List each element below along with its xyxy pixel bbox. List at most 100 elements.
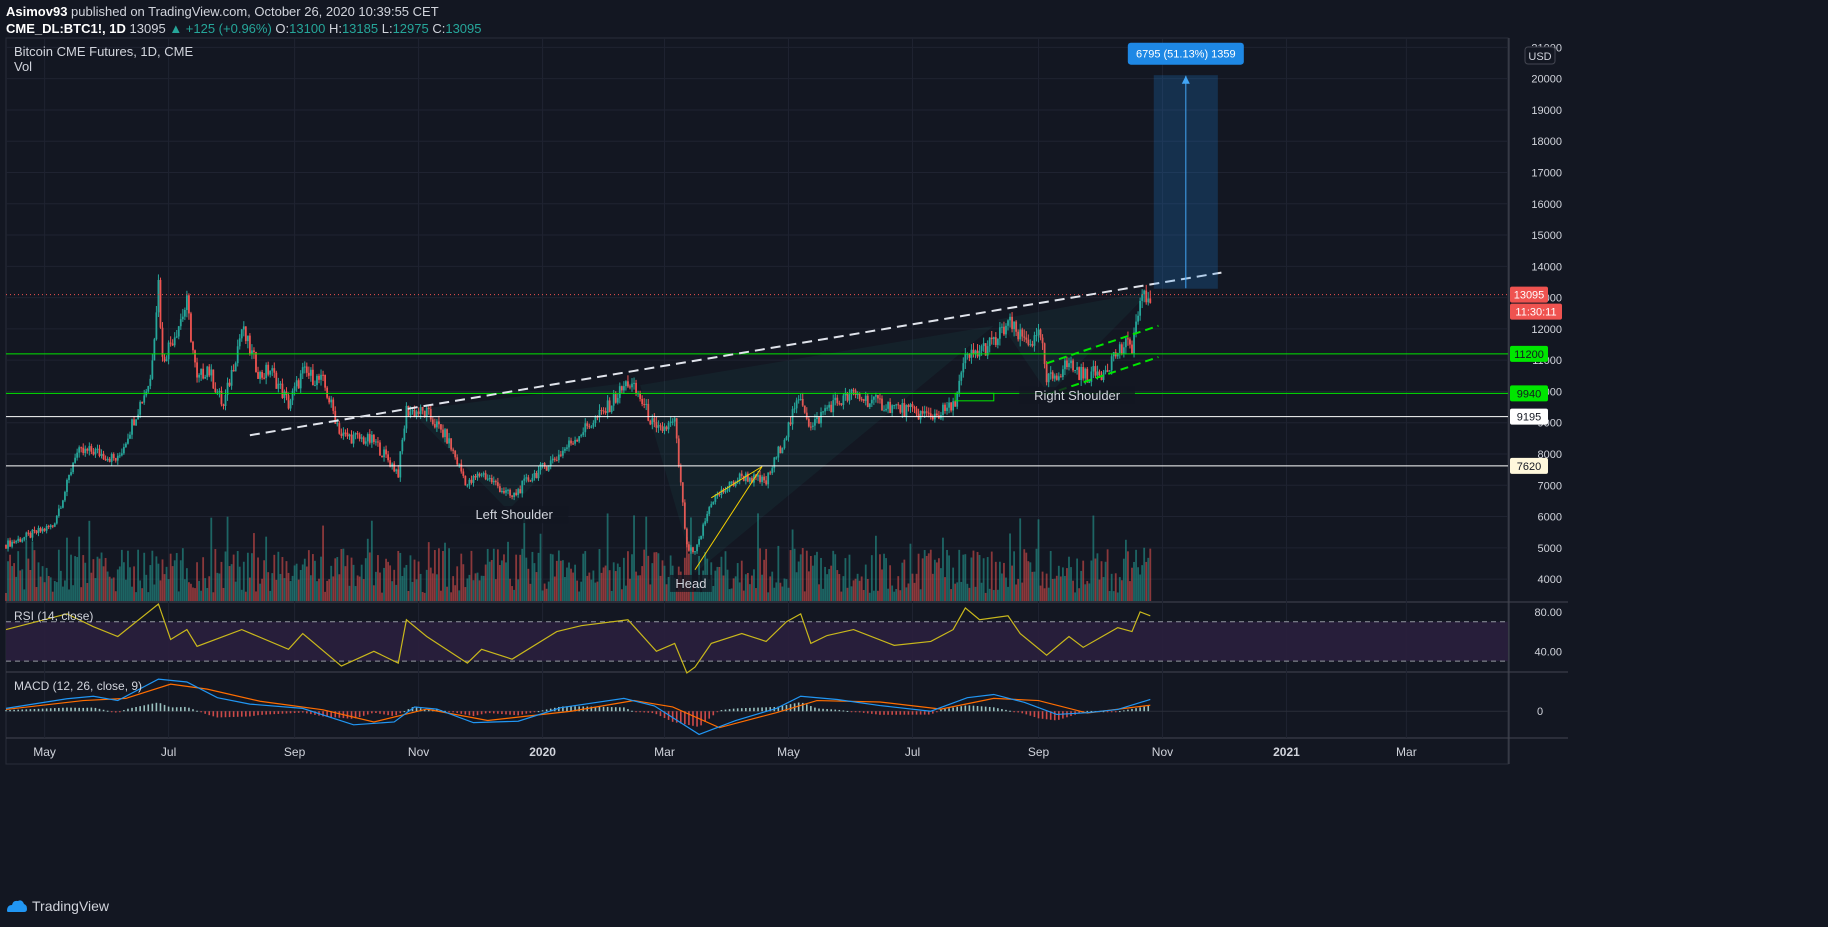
- macd-hist-bar: [590, 706, 593, 712]
- volume-bar: [1003, 562, 1005, 601]
- macd-hist-bar: [220, 711, 223, 718]
- macd-hist-bar: [1045, 711, 1048, 720]
- candle-body: [139, 402, 142, 415]
- candle-body: [708, 507, 711, 514]
- macd-hist-bar: [224, 711, 227, 718]
- volume-bar: [122, 562, 125, 601]
- candle-body: [175, 336, 178, 338]
- macd-hist-bar: [1135, 708, 1137, 712]
- macd-hist-bar: [240, 711, 243, 717]
- time-tick-label: Jul: [161, 745, 176, 759]
- volume-bar: [460, 553, 463, 601]
- candle-body: [1139, 300, 1142, 316]
- volume-bar: [1141, 565, 1144, 601]
- macd-hist-bar: [419, 708, 422, 712]
- candle-body: [848, 394, 851, 401]
- candle-body: [618, 386, 621, 398]
- volume-bar: [458, 590, 461, 601]
- candle-body: [248, 335, 251, 354]
- volume-bar: [1072, 580, 1074, 601]
- macd-hist-bar: [562, 706, 564, 712]
- volume-bar: [854, 578, 857, 601]
- macd-hist-bar: [196, 710, 198, 712]
- candle-body: [1015, 321, 1018, 332]
- volume-bar: [610, 590, 613, 601]
- volume-bar: [903, 559, 906, 601]
- candle-body: [1017, 331, 1020, 340]
- volume-bar: [448, 548, 450, 601]
- volume-bar: [259, 583, 261, 601]
- candle-body: [94, 449, 97, 455]
- volume-bar: [407, 590, 410, 601]
- volume-bar: [604, 565, 607, 601]
- volume-bar: [962, 554, 965, 601]
- volume-bar: [368, 552, 371, 601]
- macd-hist-bar: [53, 708, 56, 712]
- volume-bar: [11, 566, 13, 601]
- candle-body: [763, 476, 766, 481]
- candle-body: [372, 434, 375, 442]
- candle-body: [253, 350, 255, 353]
- candle-body: [795, 400, 798, 409]
- symbol-name[interactable]: CME_DL:BTC1!, 1D: [6, 21, 126, 36]
- candle-body: [541, 463, 544, 465]
- candle-body: [860, 399, 863, 401]
- volume-bar: [246, 552, 249, 601]
- macd-hist-bar: [289, 711, 292, 714]
- candle-body: [584, 423, 587, 433]
- volume-bar: [771, 571, 774, 601]
- candle-body: [570, 440, 572, 444]
- candle-body: [494, 480, 497, 483]
- macd-hist-bar: [761, 707, 763, 712]
- macd-line: [5, 678, 1151, 736]
- price-tick-label: 18000: [1531, 136, 1562, 148]
- volume-bar: [236, 551, 239, 601]
- volume-bar: [399, 552, 402, 601]
- candle-body: [206, 366, 209, 377]
- volume-bar: [1137, 567, 1139, 601]
- volume-bar: [545, 588, 548, 601]
- volume-bar: [783, 578, 786, 601]
- volume-bar: [842, 576, 845, 601]
- candle-body: [1039, 329, 1042, 338]
- volume-bar: [1045, 573, 1048, 601]
- macd-hist-bar: [679, 711, 682, 724]
- volume-bar: [1108, 591, 1111, 601]
- tradingview-brand[interactable]: TradingView: [6, 898, 109, 914]
- candle-body: [738, 473, 741, 481]
- currency-badge: [1524, 46, 1556, 65]
- volume-bar: [618, 567, 621, 601]
- macd-hist-bar: [736, 708, 739, 712]
- volume-bars: [5, 513, 1152, 601]
- candle-body: [82, 447, 85, 453]
- volume-bar: [255, 591, 257, 601]
- macd-hist-bar: [822, 708, 824, 712]
- macd-hist-bar: [984, 706, 987, 712]
- candle-body: [307, 372, 310, 376]
- candle-body: [667, 422, 670, 430]
- candle-body: [1007, 320, 1009, 326]
- volume-bar: [637, 575, 640, 601]
- volume-bar: [129, 567, 131, 601]
- volume-bar: [165, 566, 168, 601]
- candle-body: [39, 527, 42, 532]
- candle-body: [246, 335, 249, 342]
- macd-hist-bar: [273, 711, 276, 715]
- candle-body: [440, 424, 442, 430]
- volume-bar: [584, 551, 587, 601]
- macd-hist-bar: [269, 711, 272, 715]
- volume-bar: [840, 591, 843, 601]
- candle-body: [462, 471, 465, 476]
- volume-bar: [196, 562, 198, 601]
- volume-bar: [763, 559, 766, 601]
- neckline-trendline: [249, 271, 1222, 437]
- candle-body: [122, 447, 125, 454]
- candle-body: [74, 457, 77, 463]
- candle-body: [549, 460, 552, 467]
- macd-hist-bar: [480, 711, 483, 715]
- candle-body: [407, 405, 410, 416]
- candle-body: [604, 411, 607, 414]
- publisher-name[interactable]: Asimov93: [6, 4, 68, 19]
- macd-hist-bar: [346, 711, 349, 719]
